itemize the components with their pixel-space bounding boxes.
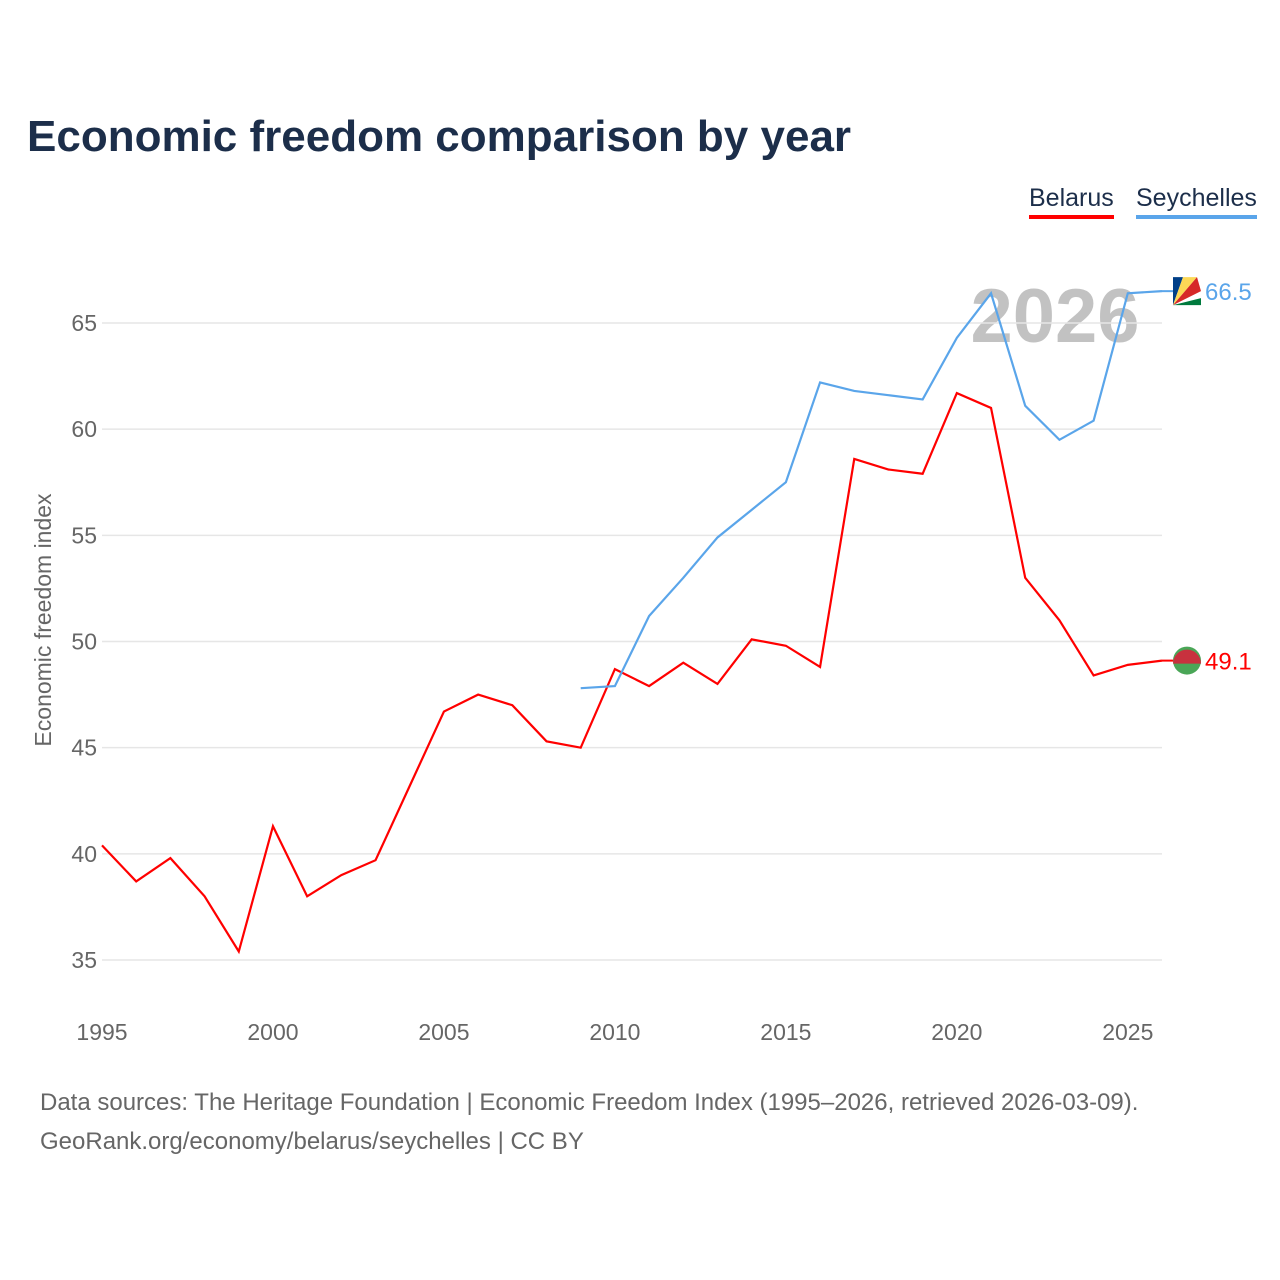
y-tick-label: 40 <box>71 841 97 867</box>
footer-sources: Data sources: The Heritage Foundation | … <box>40 1089 1139 1116</box>
y-tick-label: 60 <box>71 416 97 442</box>
x-tick-label: 1995 <box>76 1019 127 1045</box>
y-tick-label: 35 <box>71 947 97 973</box>
belarus-flag-icon <box>1173 649 1201 664</box>
end-value-label: 66.5 <box>1205 279 1252 306</box>
x-tick-label: 2010 <box>589 1019 640 1045</box>
legend-seychelles[interactable]: Seychelles <box>1136 184 1257 219</box>
x-tick-label: 2005 <box>418 1019 469 1045</box>
chart-title: Economic freedom comparison by year <box>27 112 852 161</box>
legend-belarus[interactable]: Belarus <box>1029 184 1114 219</box>
x-tick-label: 2025 <box>1102 1019 1153 1045</box>
y-tick-label: 50 <box>71 629 97 655</box>
x-tick-label: 2000 <box>247 1019 298 1045</box>
y-tick-label: 45 <box>71 735 97 761</box>
series-line-seychelles <box>580 290 1163 690</box>
series-line-belarus <box>101 391 1163 955</box>
y-tick-label: 55 <box>71 522 97 548</box>
y-axis-label: Economic freedom index <box>30 493 56 747</box>
x-tick-label: 2020 <box>931 1019 982 1045</box>
footer-link[interactable]: GeoRank.org/economy/belarus/seychelles |… <box>40 1128 584 1155</box>
x-tick-label: 2015 <box>760 1019 811 1045</box>
end-value-label: 49.1 <box>1205 649 1252 676</box>
y-tick-label: 65 <box>71 310 97 336</box>
seychelles-flag-icon <box>1173 277 1201 306</box>
seychelles-flag-icon <box>1173 298 1201 306</box>
